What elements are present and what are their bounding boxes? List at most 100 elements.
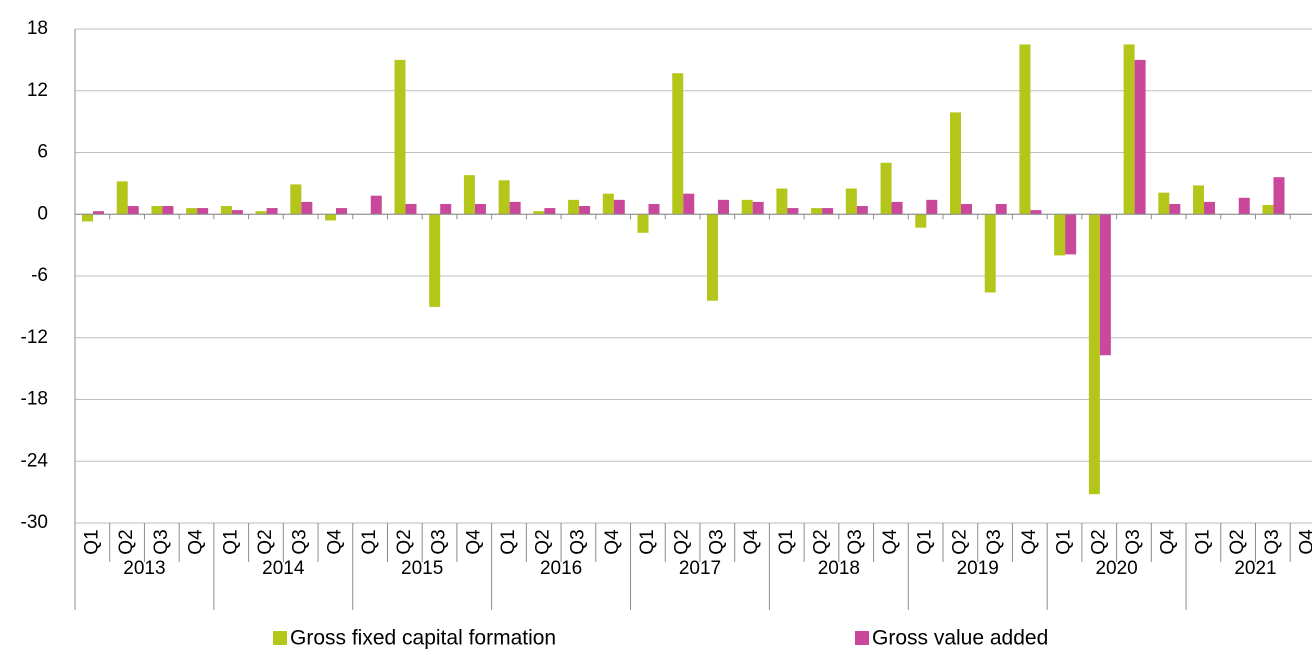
bar (787, 208, 799, 215)
x-tick-label: Q1 (220, 529, 241, 554)
year-label: 2017 (679, 558, 721, 579)
year-label: 2016 (540, 558, 582, 579)
bar (231, 210, 243, 215)
x-tick-label: Q4 (1158, 529, 1179, 555)
bar (1193, 185, 1205, 215)
x-tick-label: Q1 (359, 529, 380, 554)
x-tick-label: Q3 (1123, 529, 1144, 554)
bar (1123, 44, 1135, 215)
x-tick-label: Q3 (429, 529, 450, 554)
bar (93, 211, 104, 215)
x-tick-label: Q4 (1019, 529, 1040, 555)
bar (405, 203, 417, 215)
x-tick-label: Q4 (1297, 529, 1312, 555)
bar (544, 208, 556, 215)
y-tick-label: -24 (21, 450, 49, 471)
x-tick-label: Q4 (602, 529, 623, 555)
x-tick-label: Q4 (324, 529, 345, 555)
bar (926, 199, 938, 215)
bar (1134, 59, 1146, 215)
year-label: 2021 (1234, 558, 1276, 579)
bar (440, 203, 452, 215)
y-tick-label: -18 (21, 389, 48, 410)
legend-swatch (855, 631, 869, 645)
bar (463, 175, 475, 215)
year-label: 2018 (818, 558, 860, 579)
x-tick-label: Q4 (186, 529, 207, 555)
bar (1169, 203, 1181, 215)
bar (776, 188, 788, 215)
x-tick-label: Q3 (567, 529, 588, 554)
bar (186, 208, 198, 215)
bar (717, 199, 729, 215)
x-tick-label: Q1 (637, 529, 658, 554)
bar (290, 184, 302, 215)
bar (255, 211, 267, 215)
y-tick-label: -30 (21, 512, 48, 533)
x-tick-label: Q1 (81, 529, 102, 554)
x-tick-label: Q2 (533, 529, 554, 554)
bar (602, 193, 614, 215)
bar (648, 203, 660, 215)
bar (637, 214, 649, 233)
bar (961, 203, 972, 215)
year-label: 2020 (1095, 558, 1137, 579)
x-tick-label: Q2 (672, 529, 693, 554)
bar (1273, 177, 1285, 215)
x-tick-label: Q2 (810, 529, 831, 554)
bar (1099, 214, 1111, 356)
y-tick-label: -12 (21, 327, 48, 348)
bar (1019, 44, 1031, 215)
x-tick-label: Q1 (776, 529, 797, 554)
bar (474, 203, 486, 215)
bar (116, 181, 128, 215)
bar (1204, 201, 1216, 215)
bar (1262, 204, 1274, 215)
year-label: 2019 (957, 558, 999, 579)
y-tick-label: 6 (37, 142, 48, 163)
x-tick-label: Q3 (984, 529, 1005, 554)
bar (822, 208, 834, 215)
bar (394, 59, 406, 215)
bar (811, 208, 823, 215)
bar (82, 214, 93, 222)
x-tick-label: Q2 (1227, 529, 1248, 554)
year-label: 2014 (262, 558, 305, 579)
bar (1065, 214, 1077, 255)
y-tick-label: -6 (31, 265, 48, 286)
bar (127, 206, 139, 215)
bar (891, 201, 903, 215)
bar (266, 208, 278, 215)
bar (880, 162, 892, 215)
x-tick-label: Q4 (463, 529, 484, 555)
x-tick-label: Q2 (116, 529, 137, 554)
x-tick-label: Q2 (949, 529, 970, 554)
bar (1158, 192, 1170, 215)
bar (1030, 210, 1042, 215)
bar (370, 195, 382, 215)
legend-swatch (273, 631, 287, 645)
bar (1088, 214, 1100, 495)
x-tick-label: Q2 (394, 529, 415, 554)
bar (856, 206, 868, 215)
legend-label: Gross value added (872, 627, 1048, 650)
bar (613, 199, 625, 215)
x-tick-label: Q1 (1192, 529, 1213, 554)
x-tick-label: Q2 (1088, 529, 1109, 554)
bar (162, 206, 174, 215)
bar (672, 73, 684, 215)
bar (741, 199, 753, 215)
bar (429, 214, 441, 307)
y-tick-label: 12 (27, 80, 48, 101)
bar (197, 208, 209, 215)
bar (533, 211, 545, 215)
bar (950, 112, 961, 215)
x-tick-label: Q3 (290, 529, 311, 554)
x-tick-label: Q4 (880, 529, 901, 555)
bar (984, 214, 996, 293)
bar (498, 180, 510, 215)
bar (220, 206, 232, 215)
bar (683, 193, 695, 215)
bar (336, 208, 348, 215)
